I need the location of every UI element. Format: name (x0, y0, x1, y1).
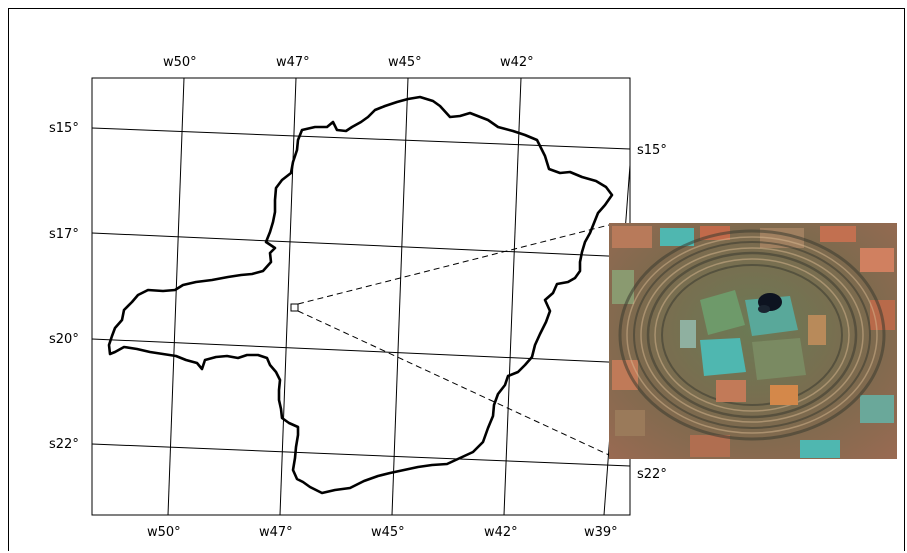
left-lat-label-s22: s22° (49, 437, 79, 452)
bottom-lon-label-w45: w45° (371, 525, 405, 540)
connector-lower (297, 310, 610, 456)
top-lon-label-w50: w50° (163, 55, 197, 70)
bottom-lon-label-w47: w47° (259, 525, 293, 540)
map-frame (8, 8, 905, 551)
bottom-lon-label-w39: w39° (584, 525, 618, 540)
left-lat-label-s17: s17° (49, 227, 79, 242)
graticule-parallels (91, 127, 631, 467)
meridian-47 (279, 77, 297, 516)
location-marker (290, 303, 299, 312)
inset-connectors (297, 224, 610, 456)
left-lat-label-s20: s20° (49, 332, 79, 347)
meridian-42 (503, 77, 522, 516)
parallel-22 (91, 443, 631, 467)
meridian-50 (167, 77, 185, 516)
parallel-17 (91, 232, 631, 258)
top-lon-label-w42: w42° (500, 55, 534, 70)
right-lat-label-s22: s22° (637, 467, 667, 482)
connector-upper (297, 224, 610, 305)
bottom-lon-label-w50: w50° (147, 525, 181, 540)
top-lon-label-w45: w45° (388, 55, 422, 70)
right-lat-label-s15: s15° (637, 143, 667, 158)
left-lat-label-s15: s15° (49, 121, 79, 136)
bottom-lon-label-w42: w42° (484, 525, 518, 540)
state-outline (107, 95, 614, 495)
meridian-45 (391, 77, 409, 516)
top-lon-label-w47: w47° (276, 55, 310, 70)
parallel-15 (91, 127, 631, 150)
parallel-20 (91, 338, 631, 364)
satellite-inset-image (609, 223, 897, 459)
